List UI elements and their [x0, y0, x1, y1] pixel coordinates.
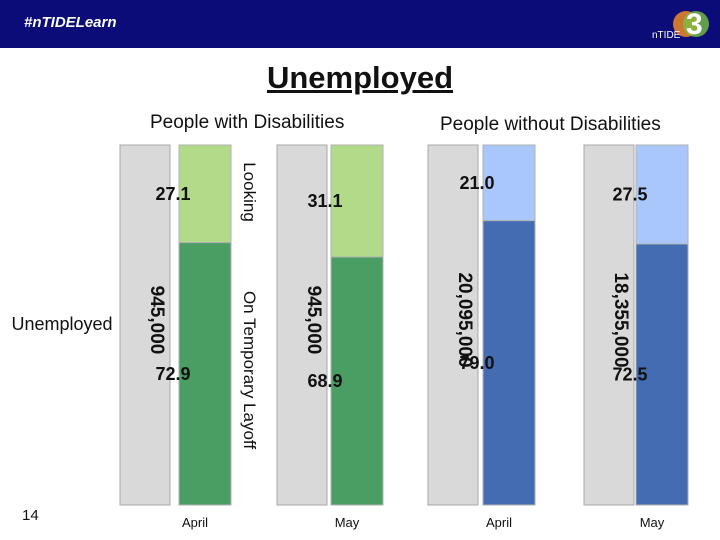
- group-label-disabilities: People with Disabilities: [150, 112, 345, 133]
- data-label-layoff-2: 68.9: [307, 371, 342, 391]
- category-label-4: May: [640, 515, 665, 530]
- total-bar-3: [427, 144, 479, 506]
- data-label-looking-3: 21.0: [459, 173, 494, 193]
- bar-looking-1: [178, 144, 232, 244]
- data-label-looking-2: 31.1: [307, 191, 342, 211]
- data-label-layoff-4: 72.5: [612, 365, 647, 385]
- bar-looking-2: [330, 144, 384, 258]
- total-label-3: 20,095,000: [454, 272, 475, 367]
- data-label-layoff-1: 72.9: [155, 364, 190, 384]
- logo-text: nTIDE: [652, 30, 681, 41]
- category-label-3: April: [486, 515, 512, 530]
- slide-number: 14: [22, 507, 39, 524]
- data-label-looking-4: 27.5: [612, 185, 647, 205]
- slide-title: Unemployed: [266, 60, 454, 95]
- ntide-logo: 3 nTIDE: [652, 8, 709, 41]
- total-label-2: 945,000: [303, 286, 324, 355]
- logo-numeral: 3: [686, 8, 703, 41]
- total-bar-1: [119, 144, 171, 506]
- category-label-2: May: [335, 515, 360, 530]
- series-label-layoff: On Temporary Layoff: [240, 291, 259, 449]
- bar-layoff-4: [635, 243, 689, 506]
- data-label-layoff-3: 79.0: [459, 353, 494, 373]
- series-label-looking: Looking: [240, 162, 259, 222]
- total-bar-2: [276, 144, 328, 506]
- total-label-1: 945,000: [146, 286, 167, 355]
- bar-looking-3: [482, 144, 536, 222]
- header-bar: #nTIDELearn 3 nTIDE: [0, 0, 720, 48]
- row-label-unemployed: Unemployed: [11, 314, 112, 334]
- total-label-4: 18,355,000: [610, 272, 631, 367]
- bar-looking-4: [635, 144, 689, 245]
- group-label-no-disabilities: People without Disabilities: [440, 114, 661, 135]
- data-label-looking-1: 27.1: [155, 184, 190, 204]
- hashtag-label: #nTIDELearn: [24, 14, 117, 31]
- bar-layoff-2: [330, 256, 384, 506]
- total-bar-4: [583, 144, 635, 506]
- category-label-1: April: [182, 515, 208, 530]
